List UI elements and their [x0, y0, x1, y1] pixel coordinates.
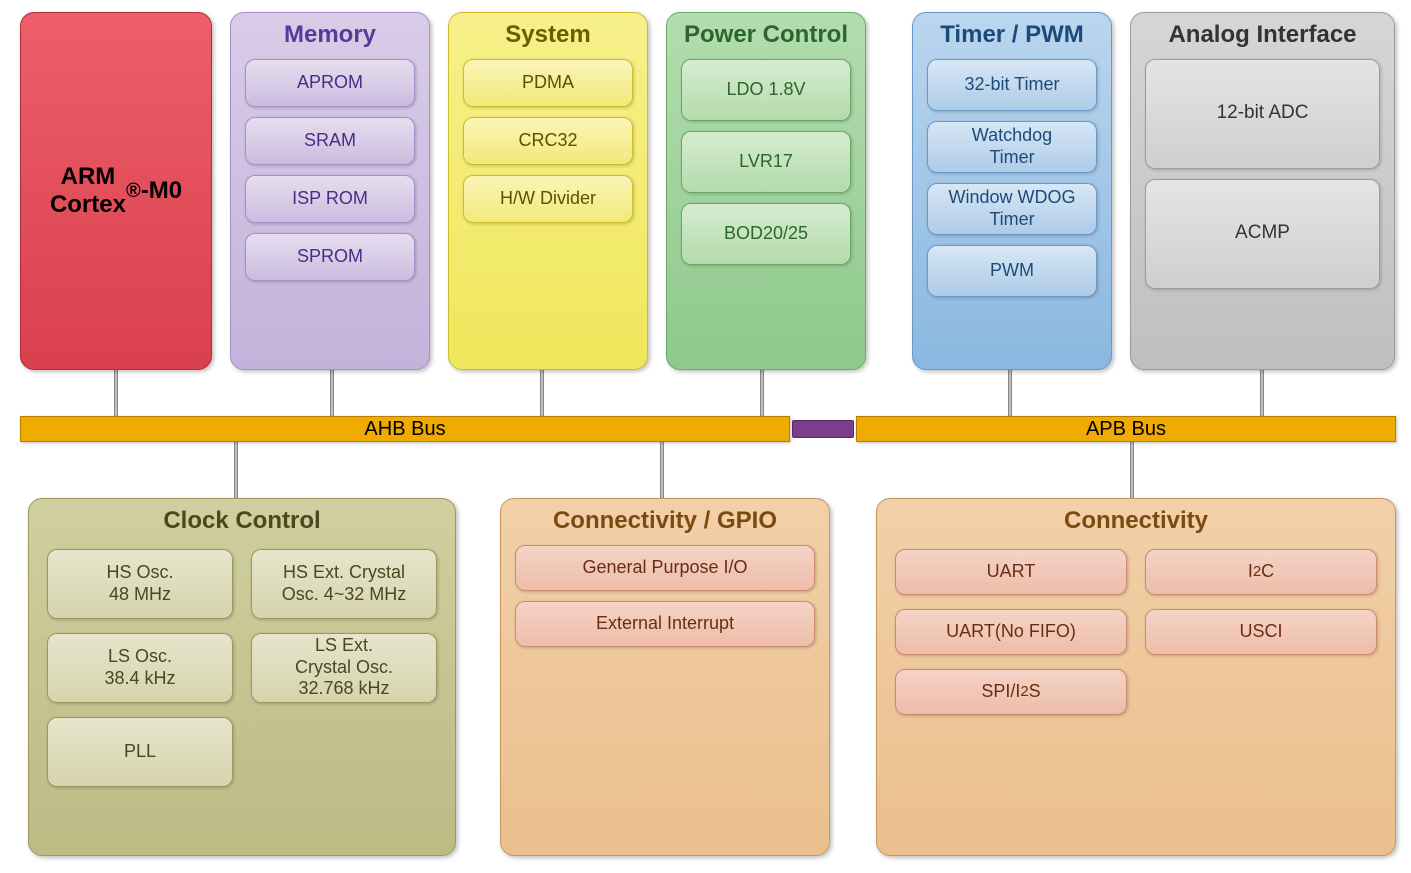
- item-memory-3: SPROM: [245, 233, 415, 281]
- item-analog-1: ACMP: [1145, 179, 1380, 289]
- block-items-timer: 32-bit Timer WatchdogTimer Window WDOGTime…: [913, 53, 1111, 311]
- ahb-bus: AHB Bus: [20, 416, 790, 442]
- block-arm: ARMCortex® -M0: [20, 12, 212, 370]
- item-conn_gpio-0: General Purpose I/O: [515, 545, 815, 591]
- block-analog: Analog Interface12-bit ADCACMP: [1130, 12, 1395, 370]
- block-connectivity: Connectivity UART I2C UART(No FIFO) USCI SPI/…: [876, 498, 1396, 856]
- mcu-block-diagram: AHB Bus APB Bus ARMCortex® -M0 Memory APROM S…: [10, 10, 1401, 863]
- item-power-0: LDO 1.8V: [681, 59, 851, 121]
- item-connectivity-0: UART: [895, 549, 1127, 595]
- bus-connector: [1130, 442, 1134, 498]
- block-title-timer: Timer / PWM: [913, 13, 1111, 53]
- block-system: System PDMA CRC32 H/W Divider: [448, 12, 648, 370]
- block-memory: Memory APROM SRAM ISP ROM SPROM: [230, 12, 430, 370]
- block-title-conn_gpio: Connectivity / GPIO: [501, 499, 829, 539]
- item-system-1: CRC32: [463, 117, 633, 165]
- item-clock-1: HS Ext. CrystalOsc. 4~32 MHz: [251, 549, 437, 619]
- item-analog-0: 12-bit ADC: [1145, 59, 1380, 169]
- item-timer-1: WatchdogTimer: [927, 121, 1097, 173]
- item-connectivity-4: SPI/I2S: [895, 669, 1127, 715]
- bus-connector: [1260, 370, 1264, 416]
- item-timer-0: 32-bit Timer: [927, 59, 1097, 111]
- item-clock-0: HS Osc.48 MHz: [47, 549, 233, 619]
- block-title-connectivity: Connectivity: [877, 499, 1395, 539]
- block-title-memory: Memory: [231, 13, 429, 53]
- block-timer: Timer / PWM 32-bit Timer WatchdogTimer Wind…: [912, 12, 1112, 370]
- block-conn_gpio: Connectivity / GPIO General Purpose I/O Ex…: [500, 498, 830, 856]
- block-title-arm: ARMCortex® -M0: [21, 13, 211, 369]
- item-memory-0: APROM: [245, 59, 415, 107]
- item-connectivity-1: I2C: [1145, 549, 1377, 595]
- item-system-0: PDMA: [463, 59, 633, 107]
- bus-connector: [1008, 370, 1012, 416]
- item-memory-2: ISP ROM: [245, 175, 415, 223]
- item-connectivity-3: USCI: [1145, 609, 1377, 655]
- block-title-system: System: [449, 13, 647, 53]
- bus-connector: [234, 442, 238, 498]
- block-title-power: Power Control: [667, 13, 865, 53]
- bus-connector: [540, 370, 544, 416]
- item-timer-3: PWM: [927, 245, 1097, 297]
- item-system-2: H/W Divider: [463, 175, 633, 223]
- apb-bus: APB Bus: [856, 416, 1396, 442]
- bus-connector: [760, 370, 764, 416]
- item-clock-4: PLL: [47, 717, 233, 787]
- block-power: Power Control LDO 1.8V LVR17 BOD20/25: [666, 12, 866, 370]
- block-items-system: PDMA CRC32 H/W Divider: [449, 53, 647, 237]
- block-items-memory: APROM SRAM ISP ROM SPROM: [231, 53, 429, 295]
- bus-connector: [114, 370, 118, 416]
- item-conn_gpio-1: External Interrupt: [515, 601, 815, 647]
- item-timer-2: Window WDOGTimer: [927, 183, 1097, 235]
- item-power-1: LVR17: [681, 131, 851, 193]
- block-clock: Clock Control HS Osc.48 MHz HS Ext. Crysta…: [28, 498, 456, 856]
- block-items-analog: 12-bit ADCACMP: [1131, 53, 1394, 303]
- bus-connector: [330, 370, 334, 416]
- block-items-connectivity: UART I2C UART(No FIFO) USCI SPI/I2S: [877, 539, 1395, 729]
- item-clock-2: LS Osc.38.4 kHz: [47, 633, 233, 703]
- block-title-analog: Analog Interface: [1131, 13, 1394, 53]
- item-power-2: BOD20/25: [681, 203, 851, 265]
- apb-bus-label: APB Bus: [1086, 418, 1166, 441]
- block-items-conn_gpio: General Purpose I/O External Interrupt: [501, 539, 829, 661]
- ahb-bus-label: AHB Bus: [364, 418, 445, 441]
- block-title-clock: Clock Control: [29, 499, 455, 539]
- item-connectivity-2: UART(No FIFO): [895, 609, 1127, 655]
- item-clock-3: LS Ext.Crystal Osc.32.768 kHz: [251, 633, 437, 703]
- block-items-clock: HS Osc.48 MHz HS Ext. CrystalOsc. 4~32 MH…: [29, 539, 455, 801]
- bus-bridge: [792, 420, 854, 438]
- item-memory-1: SRAM: [245, 117, 415, 165]
- block-items-power: LDO 1.8V LVR17 BOD20/25: [667, 53, 865, 279]
- bus-connector: [660, 442, 664, 498]
